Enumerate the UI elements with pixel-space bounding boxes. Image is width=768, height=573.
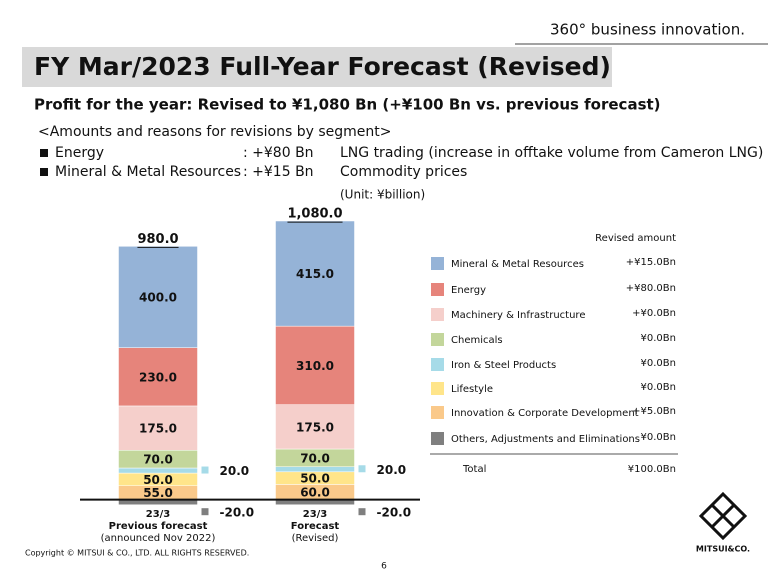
unit: (Unit: ¥billion) bbox=[340, 188, 425, 202]
legend-amount: ¥0.0Bn bbox=[641, 432, 676, 443]
bullet bbox=[40, 168, 48, 176]
legend-label: Others, Adjustments and Eliminations bbox=[451, 434, 640, 445]
legend-label: Iron & Steel Products bbox=[451, 360, 556, 371]
legend-swatch bbox=[431, 283, 444, 296]
legend-amount: +¥15.0Bn bbox=[626, 257, 676, 268]
bar-segment bbox=[118, 246, 198, 348]
legend-amount: +¥0.0Bn bbox=[632, 308, 676, 319]
legend-swatch bbox=[431, 432, 444, 445]
legend-heading: Revised amount bbox=[595, 233, 676, 244]
label-marker bbox=[358, 465, 366, 473]
reason: LNG trading (increase in offtake volume … bbox=[340, 145, 763, 161]
legend-amount: ¥0.0Bn bbox=[641, 333, 676, 344]
value-label: 20.0 bbox=[220, 464, 250, 478]
value-label: 70.0 bbox=[300, 451, 330, 465]
bar-segment bbox=[275, 220, 355, 327]
value-label: 175.0 bbox=[139, 422, 177, 436]
bullet bbox=[40, 149, 48, 157]
label-marker bbox=[358, 508, 366, 516]
value-label: 50.0 bbox=[300, 472, 330, 486]
legend-swatch bbox=[431, 257, 444, 270]
legend-swatch bbox=[431, 358, 444, 371]
value-label: 400.0 bbox=[139, 291, 177, 305]
logo-text: MITSUI&CO. bbox=[696, 545, 750, 554]
total-label: 1,080.0 bbox=[287, 207, 342, 222]
value-label: 55.0 bbox=[143, 486, 173, 500]
total-row-label: Total bbox=[462, 464, 486, 475]
legend-swatch bbox=[431, 382, 444, 395]
tagline: 360° business innovation. bbox=[550, 21, 745, 39]
legend-swatch bbox=[431, 308, 444, 321]
legend-amount: +¥80.0Bn bbox=[626, 283, 676, 294]
label-marker bbox=[201, 466, 209, 474]
page-number: 6 bbox=[381, 562, 387, 572]
bar-segment bbox=[275, 466, 355, 473]
legend-label: Mineral & Metal Resources bbox=[451, 259, 584, 270]
amount: : +¥80 Bn bbox=[243, 145, 314, 161]
category-label: 23/3 bbox=[146, 509, 171, 520]
category-label: Previous forecast bbox=[109, 521, 208, 532]
value-label: -20.0 bbox=[220, 506, 255, 520]
value-label: 230.0 bbox=[139, 370, 177, 384]
title-box bbox=[22, 47, 612, 87]
legend-amount: ¥0.0Bn bbox=[641, 358, 676, 369]
total-row-value: ¥100.0Bn bbox=[628, 464, 676, 475]
value-label: 60.0 bbox=[300, 486, 330, 500]
bar-segment bbox=[118, 467, 198, 474]
label-marker bbox=[201, 508, 209, 516]
legend-swatch bbox=[431, 406, 444, 419]
revisions-heading: <Amounts and reasons for revisions by se… bbox=[38, 124, 391, 140]
reason: Commodity prices bbox=[340, 164, 467, 180]
amount: : +¥15 Bn bbox=[243, 164, 314, 180]
category-label: (announced Nov 2022) bbox=[101, 533, 216, 544]
value-label: 70.0 bbox=[143, 453, 173, 467]
subtitle: Profit for the year: Revised to ¥1,080 B… bbox=[34, 96, 661, 114]
value-label: 175.0 bbox=[296, 420, 334, 434]
total-label: 980.0 bbox=[137, 232, 178, 247]
logo bbox=[698, 491, 748, 541]
title: FY Mar/2023 Full-Year Forecast (Revised) bbox=[34, 52, 611, 81]
legend-amount: ¥0.0Bn bbox=[641, 382, 676, 393]
value-label: 50.0 bbox=[143, 473, 173, 487]
category-label: Forecast bbox=[291, 521, 340, 532]
legend-label: Chemicals bbox=[451, 335, 503, 346]
copyright: Copyright © MITSUI & CO., LTD. ALL RIGHT… bbox=[25, 549, 249, 558]
segment: Mineral & Metal Resources bbox=[55, 164, 241, 180]
value-label: -20.0 bbox=[377, 506, 412, 520]
legend-label: Machinery & Infrastructure bbox=[451, 310, 585, 321]
revision-rows: Energy : +¥80 Bn LNG trading (increase in … bbox=[40, 145, 763, 180]
segment: Energy bbox=[55, 145, 104, 161]
value-label: 310.0 bbox=[296, 359, 334, 373]
bar-segment bbox=[275, 325, 355, 405]
legend-amount: +¥5.0Bn bbox=[632, 406, 676, 417]
legend-label: Innovation & Corporate Development bbox=[451, 408, 639, 419]
legend-label: Energy bbox=[451, 285, 486, 296]
value-label: 20.0 bbox=[377, 463, 407, 477]
chart: -20.055.050.020.070.0175.0230.0400.0980.… bbox=[80, 207, 678, 544]
bar-segment bbox=[275, 404, 355, 450]
value-label: 415.0 bbox=[296, 267, 334, 281]
legend-label: Lifestyle bbox=[451, 384, 493, 395]
category-label: 23/3 bbox=[303, 509, 328, 520]
category-label: (Revised) bbox=[292, 533, 339, 544]
bar-segment bbox=[118, 405, 198, 451]
legend-swatch bbox=[431, 333, 444, 346]
